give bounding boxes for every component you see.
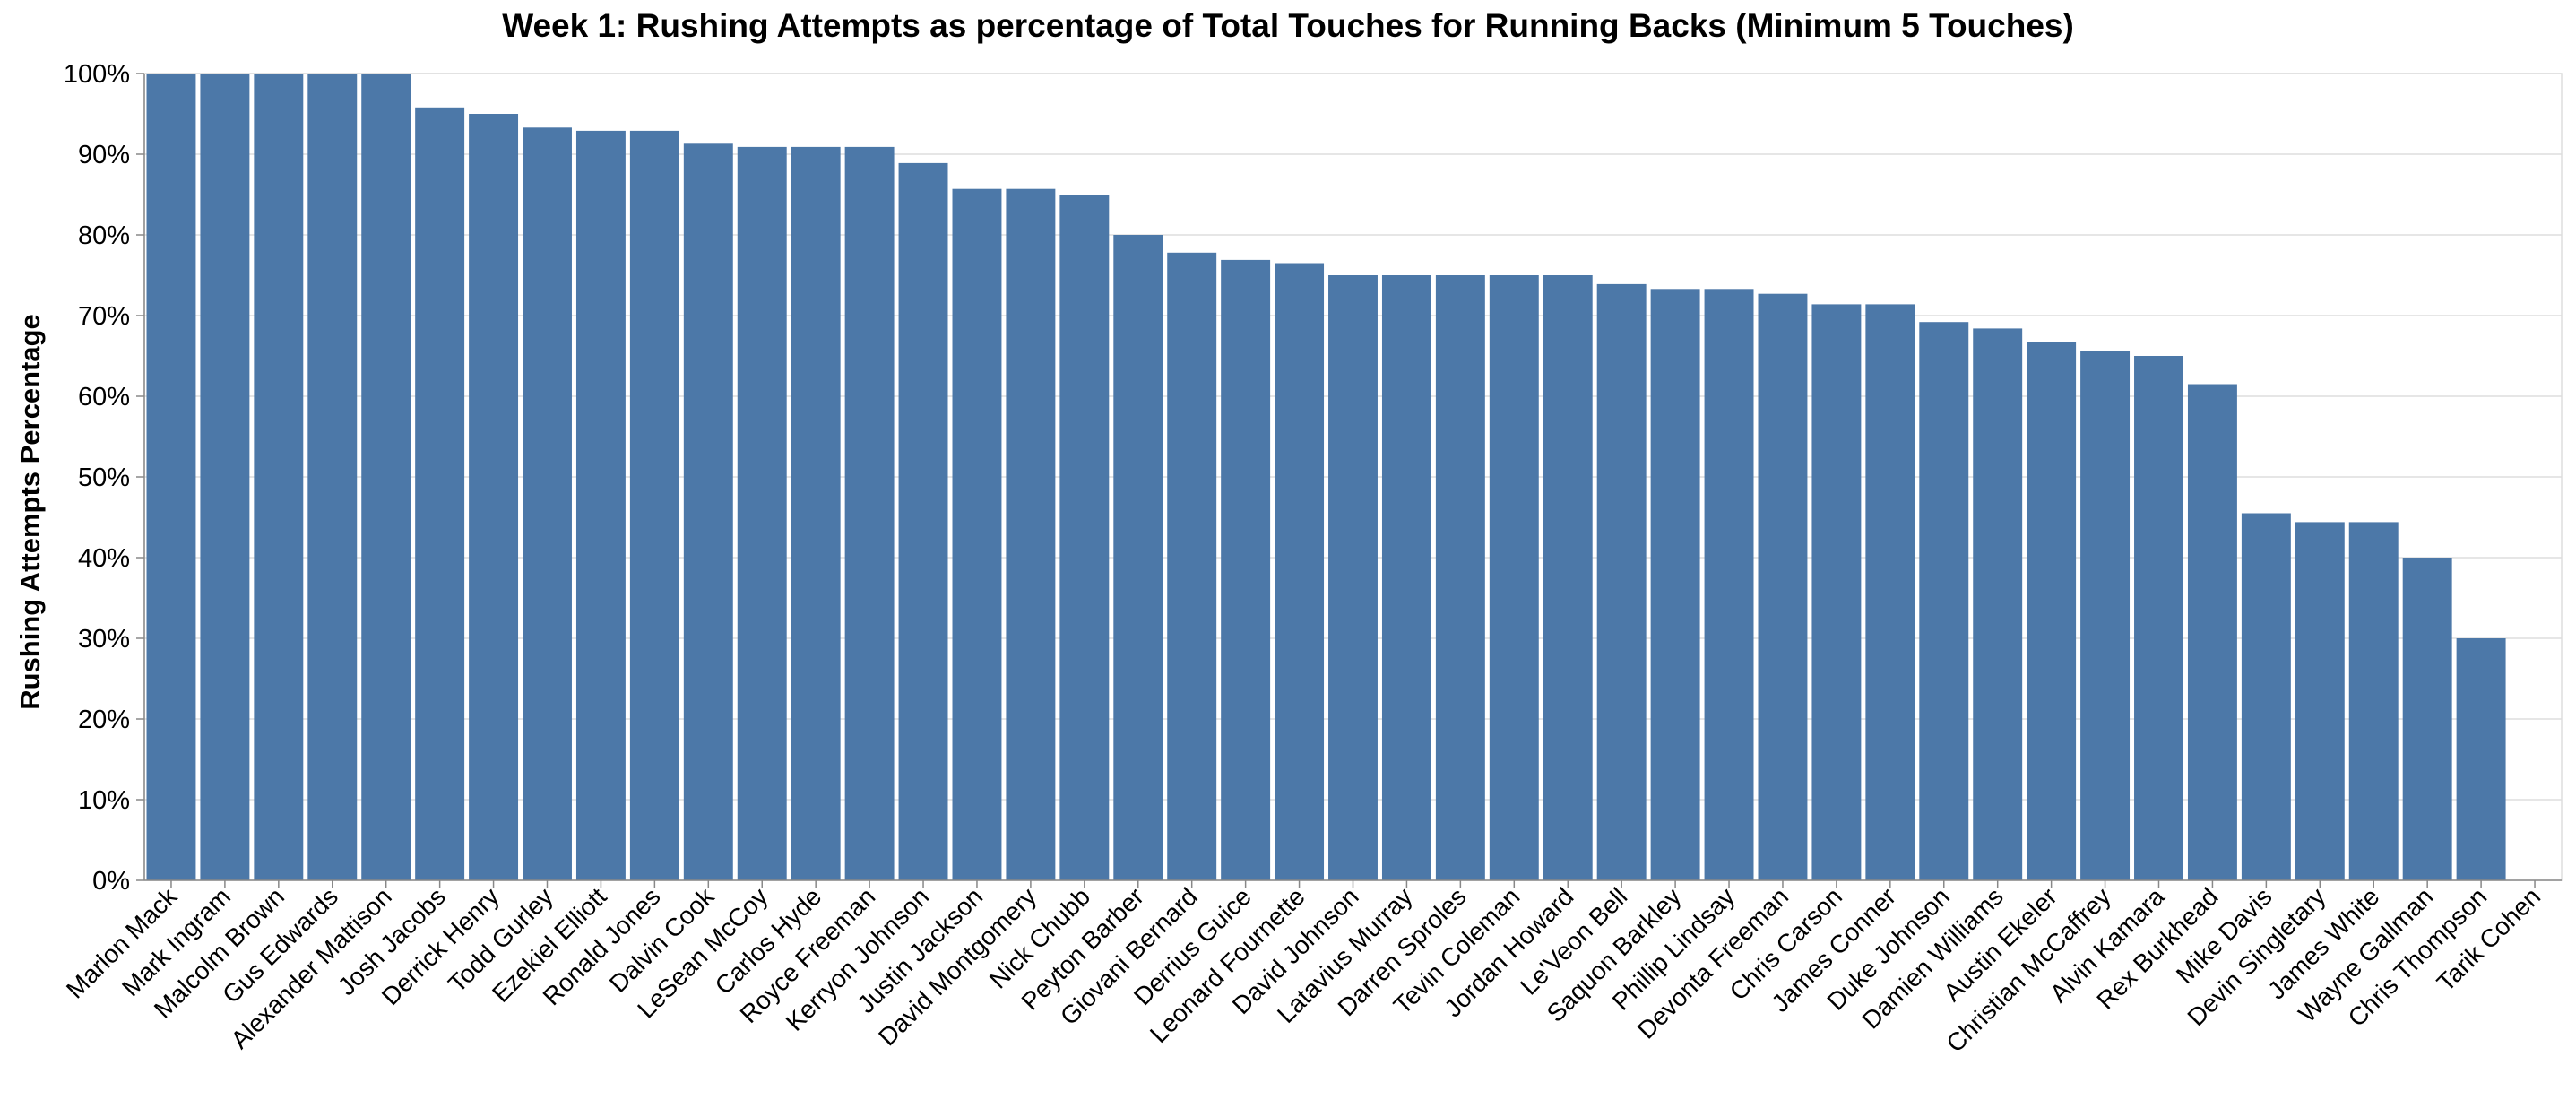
bar <box>1328 275 1378 880</box>
bar <box>1543 275 1593 880</box>
bar <box>1221 259 1271 880</box>
bar <box>1811 304 1862 880</box>
bar <box>844 146 895 880</box>
y-tick-label: 100% <box>64 60 130 89</box>
bar <box>2187 384 2237 880</box>
bar <box>469 114 519 880</box>
bar <box>2241 513 2291 880</box>
bar <box>2348 522 2399 880</box>
bar <box>307 74 358 880</box>
bar <box>1381 275 1431 880</box>
y-tick-label: 70% <box>78 302 130 331</box>
y-tick-label: 50% <box>78 463 130 492</box>
bars <box>146 74 2506 881</box>
bar <box>2456 638 2506 880</box>
bar <box>200 74 250 880</box>
y-tick-label: 90% <box>78 141 130 169</box>
bar <box>1919 322 1969 880</box>
bar <box>629 130 679 880</box>
y-axis-title: Rushing Attempts Percentage <box>14 314 46 710</box>
bar <box>898 162 948 880</box>
bar <box>1113 235 1163 880</box>
bar <box>2080 351 2131 881</box>
y-tick-label: 20% <box>78 706 130 734</box>
bar <box>1650 289 1700 880</box>
bar <box>361 74 411 880</box>
y-tick-label: 0% <box>92 867 130 896</box>
axes <box>136 73 2562 888</box>
bar <box>1596 283 1647 880</box>
bar <box>683 143 733 881</box>
bar <box>1275 263 1325 880</box>
chart-title: Week 1: Rushing Attempts as percentage o… <box>502 7 2074 44</box>
bar <box>2295 522 2345 880</box>
y-tick-label: 30% <box>78 625 130 654</box>
bar <box>1167 252 1217 880</box>
bar <box>1973 328 2023 880</box>
bar <box>2134 356 2183 880</box>
y-tick-label: 80% <box>78 221 130 250</box>
bar <box>575 130 626 880</box>
bar <box>1059 195 1110 880</box>
bar <box>1758 293 1808 880</box>
y-tick-label: 40% <box>78 544 130 573</box>
bar <box>2402 558 2452 880</box>
bar <box>1006 188 1056 880</box>
bar <box>737 146 787 880</box>
bar <box>2027 342 2077 880</box>
bar <box>1865 304 1915 880</box>
bar <box>952 188 1002 880</box>
y-tick-label: 60% <box>78 383 130 411</box>
bar <box>1704 289 1754 880</box>
bar <box>523 127 572 881</box>
bar <box>1435 275 1485 880</box>
bar <box>146 74 196 880</box>
y-tick-label: 10% <box>78 786 130 815</box>
bar <box>791 146 841 880</box>
bar <box>254 74 304 880</box>
bar <box>415 107 465 881</box>
y-axis-ticks: 0% 10% 20% 30% 40% 50% 60% 70% 80% 90% 100% <box>64 60 130 896</box>
bar <box>1489 275 1539 880</box>
